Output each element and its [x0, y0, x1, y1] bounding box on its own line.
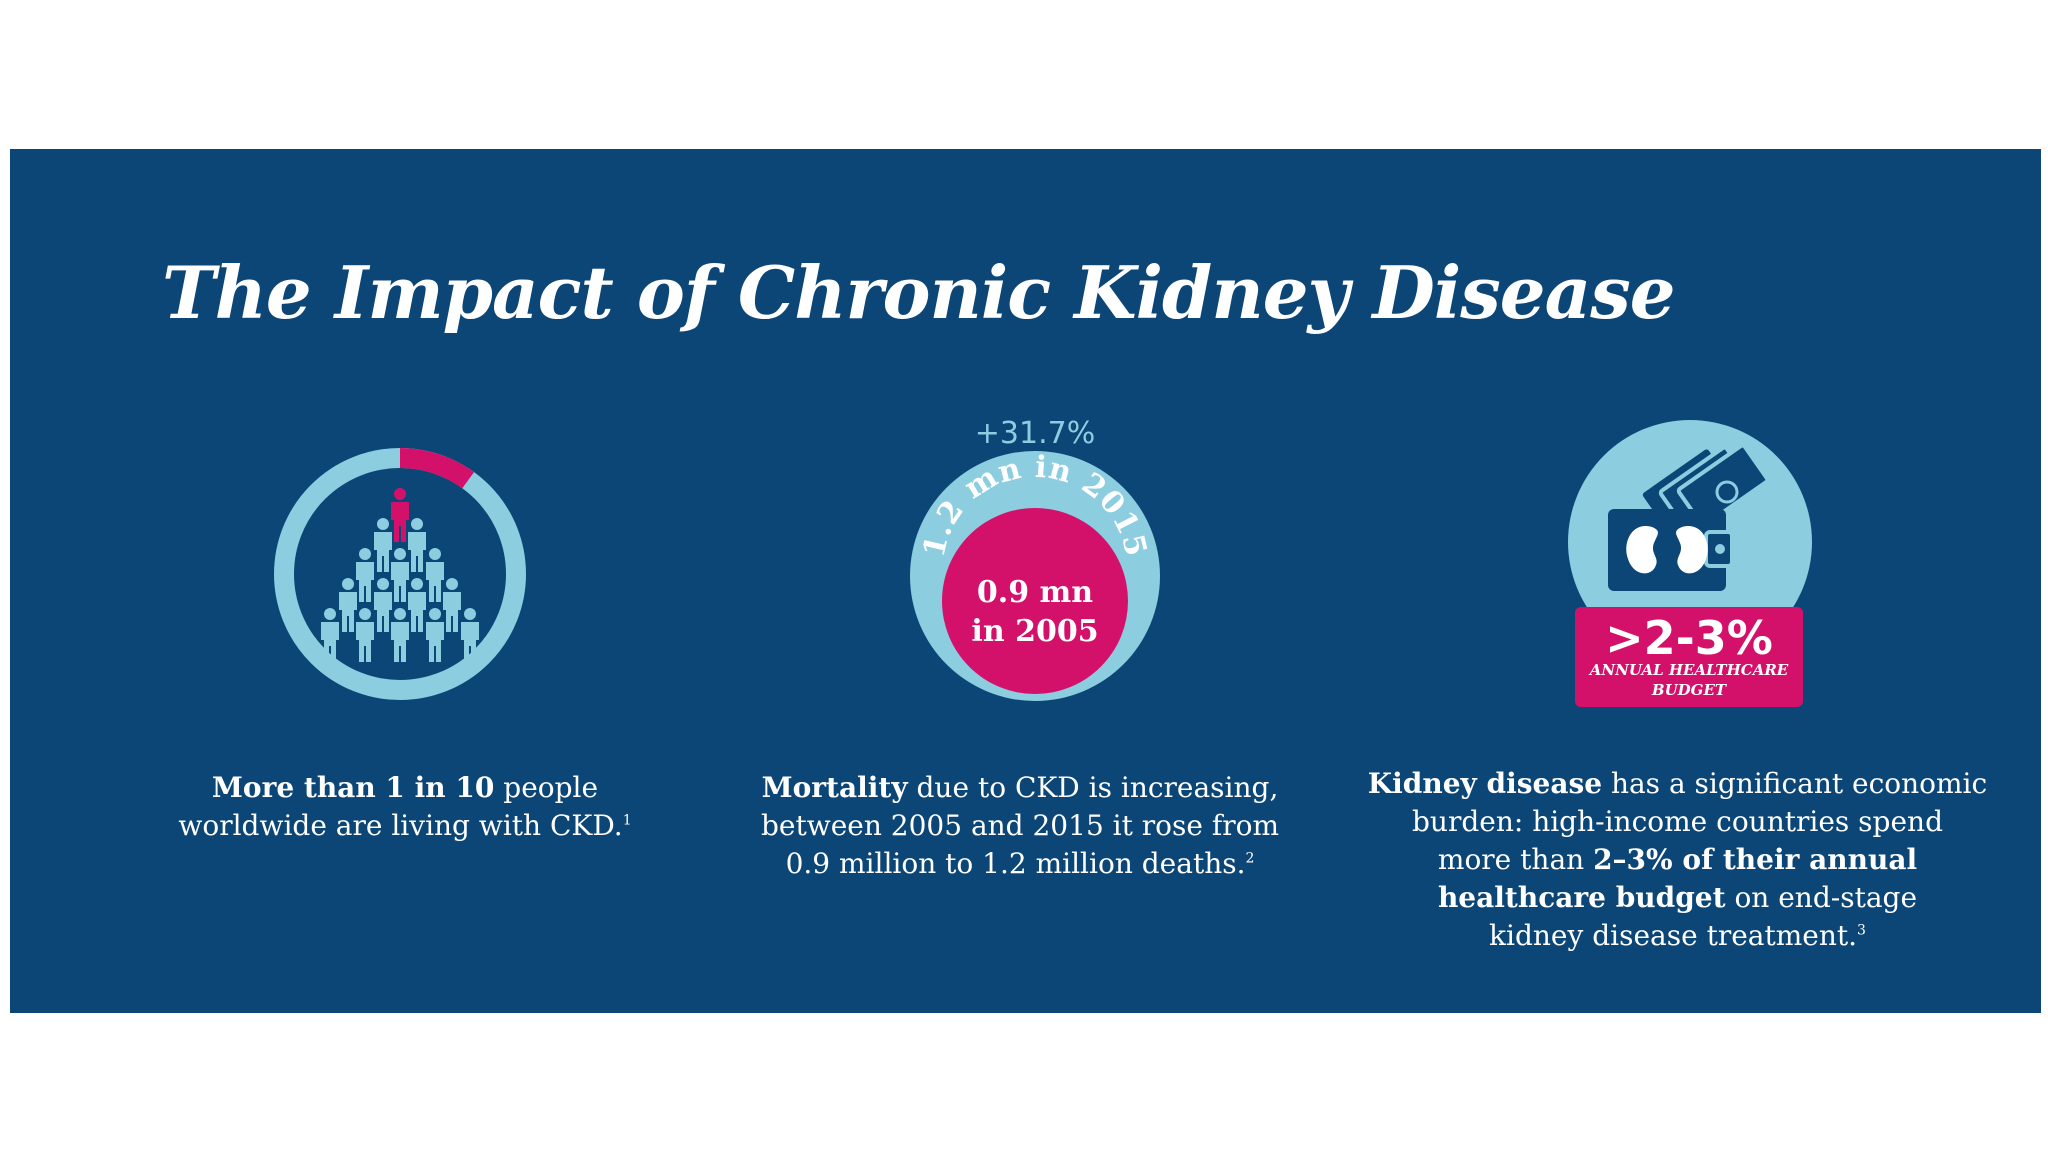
- person-icon: [426, 608, 444, 662]
- person-icon: [391, 608, 409, 662]
- mortality-circle: +31.7% 1.2 mn in 2015 0.9 mn in 2005: [910, 416, 1160, 701]
- ring-share-arc: [399, 448, 475, 489]
- stat1-caption: More than 1 in 10 people worldwide are l…: [178, 771, 632, 842]
- person-icon: [356, 548, 374, 602]
- person-icon: [426, 548, 444, 602]
- people-group: [321, 488, 479, 662]
- change-label: +31.7%: [975, 416, 1095, 451]
- person-icon: [374, 578, 392, 632]
- person-icon: [321, 608, 339, 662]
- person-icon: [356, 608, 374, 662]
- budget-label-1: ANNUAL HEALTHCARE: [1588, 661, 1789, 679]
- inner-circle-2005: [942, 508, 1128, 694]
- inner-label-1: 0.9 mn: [977, 575, 1093, 610]
- people-ring-icon: [274, 448, 526, 700]
- person-icon: [408, 518, 426, 572]
- page-title: The Impact of Chronic Kidney Disease: [162, 250, 1676, 335]
- person-icon: [408, 578, 426, 632]
- budget-value: >2-3%: [1605, 611, 1773, 665]
- kidney-icon: [1626, 525, 1708, 575]
- stat3-caption: Kidney disease has a significant economi…: [1367, 767, 1988, 952]
- person-icon: [443, 578, 461, 632]
- person-icon: [374, 518, 392, 572]
- infographic-panel: The Impact of Chronic Kidney Disease Mor…: [10, 149, 2041, 1013]
- person-icon: [339, 578, 357, 632]
- highlighted-person-icon: [391, 488, 409, 542]
- budget-badge: [1575, 607, 1803, 707]
- stat2-caption: Mortality due to CKD is increasing, betw…: [761, 771, 1279, 880]
- person-icon: [461, 608, 479, 662]
- inner-label-2: in 2005: [971, 614, 1098, 649]
- wallet-kidney-icon: >2-3% ANNUAL HEALTHCARE BUDGET: [1568, 420, 1812, 707]
- person-icon: [391, 548, 409, 602]
- budget-label-2: BUDGET: [1651, 681, 1728, 699]
